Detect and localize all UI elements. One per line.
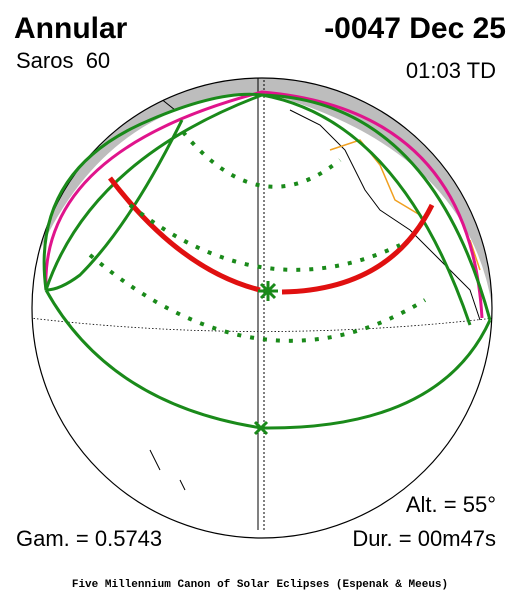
greatest-eclipse	[253, 281, 278, 436]
central-path	[108, 176, 435, 295]
magnitude-curves	[88, 130, 427, 343]
time: 01:03 TD	[406, 58, 496, 83]
saros: Saros 60	[16, 48, 110, 73]
gamma: Gam. = 0.5743	[16, 526, 162, 551]
altitude: Alt. = 55°	[406, 492, 496, 517]
globe-outline	[31, 77, 493, 539]
penumbra-outer	[42, 92, 492, 321]
limit-line	[44, 90, 484, 319]
title: Annular	[14, 12, 128, 45]
equator	[32, 317, 492, 332]
globe	[32, 78, 492, 538]
credit: Five Millennium Canon of Solar Eclipses …	[72, 579, 448, 591]
eclipse-paths	[42, 90, 492, 430]
date: -0047 Dec 25	[324, 12, 506, 45]
duration: Dur. = 00m47s	[352, 526, 496, 551]
